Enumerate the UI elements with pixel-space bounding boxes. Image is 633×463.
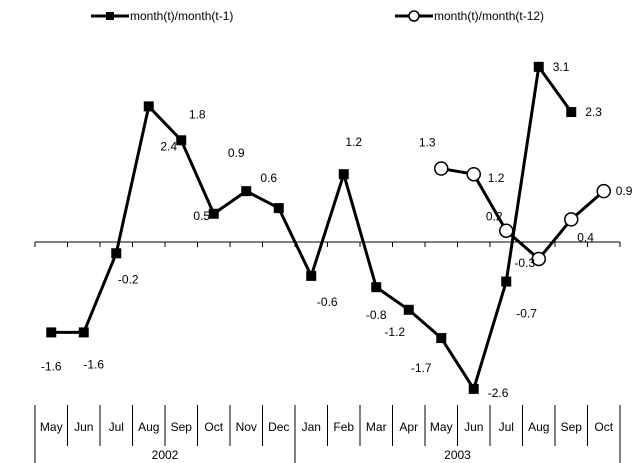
data-label: -0.2	[118, 272, 139, 286]
data-label: 2.3	[585, 105, 602, 119]
legend: month(t)/month(t-1) month(t)/month(t-12)	[91, 9, 544, 23]
data-label: 1.8	[189, 107, 206, 121]
x-tick-label: Jun	[464, 420, 483, 434]
x-tick-label: Aug	[138, 420, 159, 434]
data-label: 2.4	[160, 139, 177, 153]
data-point-square	[143, 101, 154, 112]
data-label: 0.9	[616, 184, 633, 198]
data-point-square	[403, 304, 414, 315]
data-label: -1.2	[384, 325, 405, 339]
data-label: -0.6	[317, 295, 338, 309]
data-point-square	[273, 203, 284, 214]
data-point-square	[208, 208, 219, 219]
data-label: -0.8	[366, 308, 387, 322]
x-tick-label: Jun	[74, 420, 93, 434]
data-label: 1.2	[345, 135, 362, 149]
axes	[34, 241, 621, 247]
data-point-square	[436, 333, 447, 344]
x-tick-label: Sep	[171, 420, 193, 434]
x-tick-label: Oct	[594, 420, 613, 434]
legend-label-1: month(t)/month(t-12)	[434, 9, 544, 23]
x-axis-labels: May Jun Jul Aug Sep Oct Nov Dec Jan Feb Mar Apr May J…	[34, 405, 621, 463]
data-point-circle	[564, 212, 579, 227]
data-point-circle	[434, 161, 449, 176]
data-point-square	[566, 107, 577, 118]
year-label-2002: 2002	[152, 448, 179, 462]
data-label: -0.7	[516, 307, 537, 321]
series-lines	[51, 65, 605, 391]
x-tick-label: May	[430, 420, 453, 434]
data-label: 0.9	[228, 146, 245, 160]
x-tick-label: Jan	[302, 420, 321, 434]
data-label: -2.6	[488, 386, 509, 400]
data-label: 0.4	[577, 230, 594, 244]
x-tick-label: Nov	[236, 420, 257, 434]
x-tick-label: May	[40, 420, 63, 434]
x-tick-label: Apr	[399, 420, 418, 434]
data-label: -0.3	[514, 256, 535, 270]
data-label: -1.6	[83, 357, 104, 371]
data-point-square	[306, 270, 317, 281]
x-tick-label: Jul	[499, 420, 514, 434]
data-point-circle	[499, 223, 514, 238]
data-point-square	[176, 135, 187, 146]
data-label: 1.3	[419, 136, 436, 150]
data-point-square	[241, 186, 252, 197]
data-label: -1.7	[411, 361, 432, 375]
year-label-2003: 2003	[444, 448, 471, 462]
legend-label-0: month(t)/month(t-1)	[130, 9, 233, 23]
x-tick-label: Oct	[204, 420, 223, 434]
data-point-square	[468, 383, 479, 394]
data-point-circle	[466, 166, 481, 182]
data-point-circle	[531, 251, 546, 267]
legend-marker-square	[106, 12, 114, 20]
x-tick-label: Feb	[333, 420, 354, 434]
markers	[46, 61, 611, 394]
data-label: 0.2	[486, 210, 503, 224]
data-label: 1.2	[488, 171, 505, 185]
data-point-square	[501, 276, 512, 287]
data-label: 0.6	[260, 171, 277, 185]
x-tick-label: Dec	[268, 420, 289, 434]
data-point-square	[338, 169, 349, 180]
x-tick-label: Aug	[528, 420, 549, 434]
data-point-circle	[596, 183, 611, 199]
data-point-square	[371, 282, 382, 293]
data-point-square	[78, 327, 89, 338]
value-labels: -1.6 -1.6 -0.2 2.4 1.8 0.5 0.9 0.6 -0.6 1.2 -0.8 -1…	[41, 60, 633, 400]
data-point-square	[111, 248, 122, 259]
data-point-square	[533, 61, 544, 72]
data-label: -1.6	[41, 359, 62, 373]
x-tick-label: Mar	[366, 420, 387, 434]
legend-marker-circle	[408, 10, 420, 22]
data-label: 0.5	[193, 209, 210, 223]
data-label: 3.1	[553, 60, 570, 74]
series-line-0	[51, 65, 573, 391]
x-tick-label: Jul	[109, 420, 124, 434]
x-tick-label: Sep	[561, 420, 583, 434]
data-point-square	[46, 327, 57, 338]
